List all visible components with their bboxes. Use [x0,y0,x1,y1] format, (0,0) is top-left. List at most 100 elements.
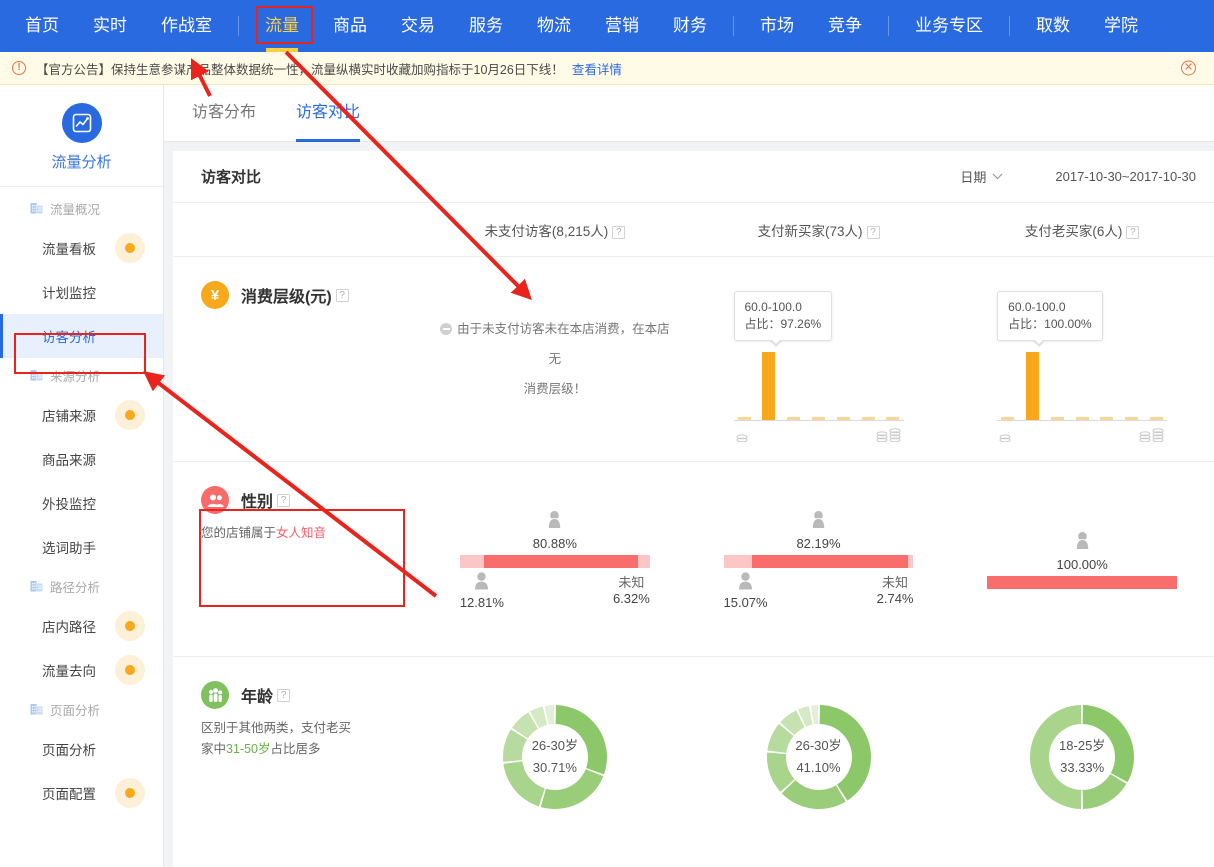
help-icon[interactable]: ? [1126,225,1140,239]
donut-slice-41-50岁[interactable] [511,712,538,739]
nav-item-服务[interactable]: 服务 [469,16,503,35]
help-icon[interactable]: ? [612,225,626,239]
banner-detail-link[interactable]: 查看详情 [571,62,622,77]
bars-new [733,349,904,421]
bar-chart-consume-new[interactable]: 60.0-100.0 占比：97.26% [733,290,904,442]
bar-100.0-200.0[interactable] [836,416,850,420]
sidebar-item-商品来源[interactable]: 商品来源 [0,437,163,481]
sidebar-item-店内路径[interactable]: 店内路径 [0,604,163,648]
column-header-label: 支付新买家(73人) [757,223,863,239]
bar-60.0-100.0[interactable] [1075,416,1089,420]
date-range-value[interactable]: 2017-10-30~2017-10-30 [1055,169,1196,184]
nav-item-物流[interactable]: 物流 [537,16,571,35]
sidebar-item-外投监控[interactable]: 外投监控 [0,481,163,525]
help-icon-consume[interactable]: ? [335,288,349,302]
gender-male-group: 12.81% [460,571,504,610]
sidebar-item-流量看板[interactable]: 流量看板 [0,226,163,270]
bar-30.0-60.0[interactable] [787,416,801,420]
tab-访客对比[interactable]: 访客对比 [296,85,361,142]
bar-100.0-200.0[interactable] [1100,416,1114,420]
sidebar-item-店铺来源[interactable]: 店铺来源 [0,393,163,437]
bar-500.0+[interactable] [1150,416,1164,420]
donut-slice-18岁以下[interactable] [810,705,818,725]
bar-200.0-500.0[interactable] [861,416,875,420]
gender-female-group: 80.88% [460,509,650,551]
gender-columns: 80.88% 12.81% 未知 6.32% 82.19% 15.07% 未知 2.74% 10… [423,462,1214,656]
nav-item-营销[interactable]: 营销 [605,16,639,35]
donut-slice-41-50岁[interactable] [1030,705,1082,809]
donut-slice-26-30岁[interactable] [555,705,607,775]
bar-10.0-30.0[interactable] [1026,351,1039,420]
coin-large-icon [876,426,902,442]
nav-item-实时[interactable]: 实时 [93,16,127,35]
donut-slice-41-50岁[interactable] [779,710,805,736]
gender-col1[interactable]: 80.88% 12.81% 未知 6.32% [459,509,650,610]
bar-0-10.0[interactable] [1001,416,1015,420]
nav-item-流量[interactable]: 流量 [248,0,316,52]
age-col1[interactable]: 26-30岁 30.71% [491,693,619,821]
donut-slice-31-35岁[interactable] [1082,774,1127,809]
bars-old [997,349,1168,421]
consume-cell-unpaid: 由于未支付访客未在本店消费，在本店无 消费层级！ [423,257,687,461]
nav-item-业务专区[interactable]: 业务专区 [915,16,983,35]
nav-item-竞争[interactable]: 竞争 [828,16,862,35]
donut-slice-36-40岁[interactable] [766,723,794,753]
sidebar-item-页面配置[interactable]: 页面配置 [0,771,163,815]
age-cell: 26-30岁 30.71% [423,657,687,857]
donut-slice-31-35岁[interactable] [540,769,604,809]
donut-slice-18-25岁[interactable] [766,752,795,792]
age-col2[interactable]: 26-30岁 41.10% [755,693,883,821]
sidebar-item-label: 计划监控 [42,286,96,301]
nav-item-市场[interactable]: 市场 [760,16,794,35]
donut-slice-50岁以上[interactable] [797,705,813,727]
bar-0-10.0[interactable] [737,416,751,420]
tab-访客分布[interactable]: 访客分布 [192,103,257,121]
sidebar-item-访客分析[interactable]: 访客分析 [0,314,163,358]
sidebar-item-页面分析[interactable]: 页面分析 [0,727,163,771]
nav-item-作战室[interactable]: 作战室 [161,16,212,35]
donut-slice-18岁以下[interactable] [544,705,555,725]
sidebar-item-流量去向[interactable]: 流量去向 [0,648,163,692]
nav-item-学院[interactable]: 学院 [1104,16,1138,35]
bar-tooltip-value-new: 占比：97.26% [744,316,822,331]
bar-60.0-100.0[interactable] [811,416,825,420]
donut-slice-50岁以上[interactable] [529,706,548,729]
close-icon[interactable]: ✕ [1181,60,1196,76]
bar-10.0-30.0[interactable] [762,351,776,420]
bar-200.0-500.0[interactable] [1125,416,1139,420]
gender-male-pct: 15.07% [723,594,768,610]
bar-500.0+[interactable] [886,416,900,420]
sidebar-item-计划监控[interactable]: 计划监控 [0,270,163,314]
help-icon-age[interactable]: ? [277,688,291,702]
age-desc-highlight: 31-50岁 [226,742,271,756]
bar-30.0-60.0[interactable] [1050,416,1064,420]
nav-item-财务[interactable]: 财务 [673,16,707,35]
gender-female-group: 82.19% [724,509,914,551]
age-col3[interactable]: 18-25岁 33.33% [1018,693,1146,821]
donut-slice-26-30岁[interactable] [819,705,871,801]
sidebar-item-选词助手[interactable]: 选词助手 [0,525,163,569]
donut-slice-18-25岁[interactable] [1082,705,1135,783]
age-desc-line1: 区别于其他两类，支付老买 [201,721,352,735]
gender-female-pct: 100.00% [1056,556,1108,572]
gender-col3[interactable]: 100.00% [987,530,1178,589]
nav-item-商品[interactable]: 商品 [333,16,367,35]
help-icon[interactable]: ? [866,225,880,239]
donut-slice-36-40岁[interactable] [502,729,527,762]
date-type-dropdown[interactable]: 日期 [960,167,1003,186]
bar-chart-consume-old[interactable]: 60.0-100.0 占比：100.00% [997,290,1168,442]
donut-slice-31-35岁[interactable] [781,780,846,809]
nav-item-取数[interactable]: 取数 [1036,16,1070,35]
consume-columns: 由于未支付访客未在本店消费，在本店无 消费层级！ 60.0-100.0 占比：9… [423,257,1214,461]
gender-bar [723,554,914,568]
nav-item-首页[interactable]: 首页 [25,16,59,35]
help-icon-gender[interactable]: ? [277,493,291,507]
gender-col2[interactable]: 82.19% 15.07% 未知 2.74% [723,509,914,610]
nav-item-交易[interactable]: 交易 [401,16,435,35]
sidebar-item-label: 外投监控 [42,497,96,512]
coin-small-icon [999,426,1011,442]
donut-slice-18-25岁[interactable] [503,761,545,807]
bar-tooltip-range-old: 60.0-100.0 [1008,299,1066,314]
metric-row-age: 年龄 ? 区别于其他两类，支付老买 家中31-50岁占比居多 26-30岁 30.… [173,657,1214,857]
gender-unknown-pct: 6.32% [612,590,650,606]
